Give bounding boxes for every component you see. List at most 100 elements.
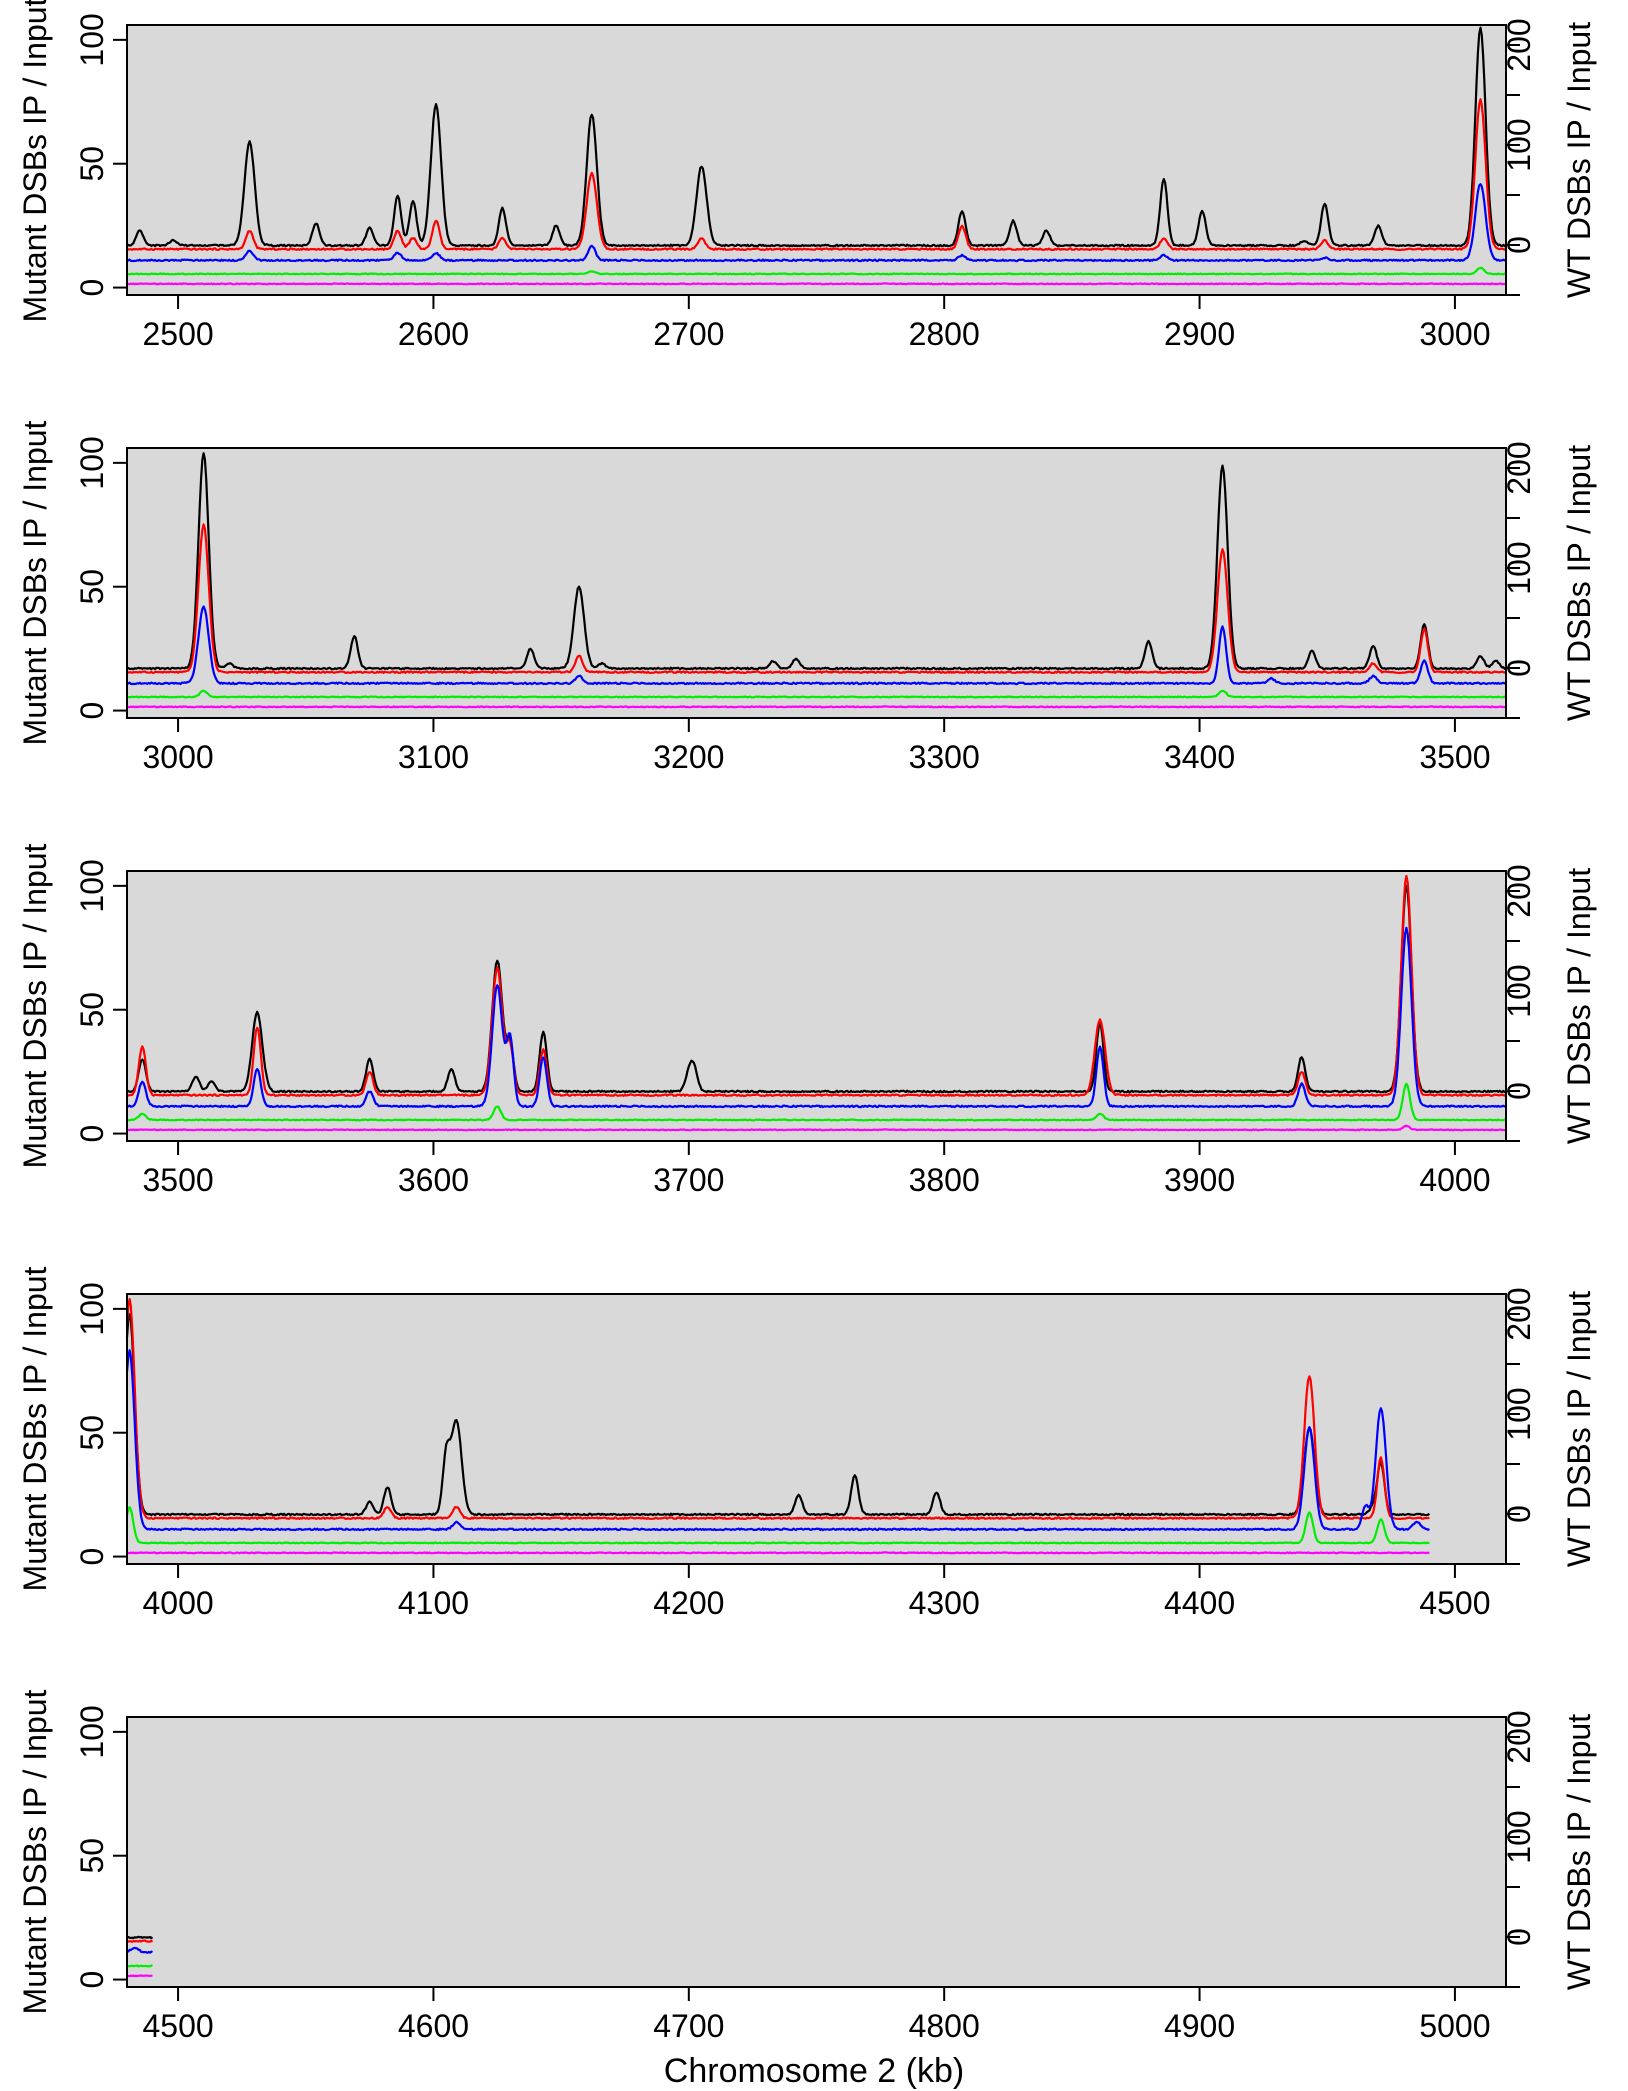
x-tick-label: 4100 [398, 1585, 469, 1621]
plot-background [127, 1294, 1506, 1564]
right-y-tick-label: 0 [1501, 659, 1537, 677]
left-y-tick-label: 0 [74, 1971, 110, 1989]
x-tick-label: 4700 [653, 2008, 724, 2044]
series-line-2 [125, 1298, 1430, 1520]
x-tick-label: 4500 [1419, 1585, 1490, 1621]
x-tick-label: 4500 [142, 2008, 213, 2044]
right-y-tick-label: 100 [1501, 964, 1537, 1017]
series-line-5 [126, 1551, 1430, 1555]
left-y-axis-title: Mutant DSBs IP / Input [17, 1689, 53, 2014]
left-y-axis-title: Mutant DSBs IP / Input [17, 420, 53, 745]
series-line-5 [126, 1974, 153, 1978]
right-y-tick-label: 100 [1501, 541, 1537, 594]
series-line-3 [126, 1946, 153, 1954]
plot-background [127, 1717, 1506, 1987]
plot-frame [126, 870, 1507, 1142]
plot-frame [126, 447, 1507, 719]
left-y-tick-label: 0 [74, 279, 110, 297]
series-line-5 [126, 1124, 1507, 1132]
right-y-tick-label: 100 [1501, 118, 1537, 171]
left-y-tick-label: 50 [74, 1415, 110, 1451]
right-y-tick-label: 200 [1501, 18, 1537, 71]
x-tick-label: 3500 [142, 1162, 213, 1198]
left-y-tick-label: 100 [74, 1282, 110, 1335]
right-y-tick-label: 0 [1501, 1082, 1537, 1100]
x-axis-label: Chromosome 2 (kb) [664, 2052, 964, 2090]
left-y-tick-label: 100 [74, 1705, 110, 1758]
x-tick-label: 2800 [909, 316, 980, 352]
right-y-tick-label: 0 [1501, 1928, 1537, 1946]
left-y-tick-label: 100 [74, 436, 110, 489]
series-line-1 [125, 1313, 1431, 1517]
x-tick-label: 4300 [909, 1585, 980, 1621]
left-y-tick-label: 50 [74, 992, 110, 1028]
left-y-tick-label: 100 [74, 13, 110, 66]
left-y-axis-title: Mutant DSBs IP / Input [17, 1266, 53, 1591]
right-y-axis-title: WT DSBs IP / Input [1561, 445, 1597, 721]
right-y-tick-label: 0 [1501, 236, 1537, 254]
x-tick-label: 2900 [1164, 316, 1235, 352]
x-tick-label: 3400 [1164, 739, 1235, 775]
series-line-1 [126, 26, 1507, 248]
left-y-axis-title: Mutant DSBs IP / Input [17, 843, 53, 1168]
series-line-4 [127, 1964, 153, 1968]
chart-panel-2: 3000 3100 3200 3300 3400 3500 0 50 100 0 100 200 Mut… [17, 420, 1597, 775]
series-line-3 [126, 926, 1507, 1109]
right-y-axis-title: WT DSBs IP / Input [1561, 22, 1597, 298]
series-line-4 [127, 689, 1507, 699]
chart-panel-5: 4500 4600 4700 4800 4900 5000 0 50 100 0 100 200 Mut… [17, 1689, 1597, 2044]
series-line-3 [126, 605, 1507, 686]
series-line-1 [126, 1935, 154, 1940]
x-tick-label: 4600 [398, 2008, 469, 2044]
plot-background [127, 25, 1506, 295]
right-y-tick-label: 0 [1501, 1505, 1537, 1523]
chart-panel-3: 3500 3600 3700 3800 3900 4000 0 50 100 0 100 200 Mut… [17, 843, 1597, 1198]
x-tick-label: 3000 [142, 739, 213, 775]
right-y-tick-label: 100 [1501, 1810, 1537, 1863]
x-tick-label: 4800 [909, 2008, 980, 2044]
right-y-axis-title: WT DSBs IP / Input [1561, 1291, 1597, 1567]
plot-frame [126, 24, 1507, 296]
x-tick-label: 2600 [398, 316, 469, 352]
x-tick-label: 4400 [1164, 1585, 1235, 1621]
right-y-tick-label: 200 [1501, 864, 1537, 917]
left-y-tick-label: 50 [74, 146, 110, 182]
right-y-tick-label: 200 [1501, 1710, 1537, 1763]
x-tick-label: 4000 [1419, 1162, 1490, 1198]
x-tick-label: 3000 [1419, 316, 1490, 352]
series-line-1 [126, 452, 1507, 671]
series-line-2 [126, 1939, 154, 1943]
x-tick-label: 2700 [653, 316, 724, 352]
right-y-tick-label: 100 [1501, 1387, 1537, 1440]
series-line-2 [126, 523, 1507, 674]
left-y-tick-label: 0 [74, 1548, 110, 1566]
chart-panel-1: 2500 2600 2700 2800 2900 3000 0 50 100 0 100 200 Mut… [17, 0, 1597, 352]
left-y-tick-label: 0 [74, 1125, 110, 1143]
plot-frame [126, 1716, 1507, 1988]
plot-background [127, 871, 1506, 1141]
series-line-4 [127, 266, 1507, 276]
x-tick-label: 3500 [1419, 739, 1490, 775]
series-line-5 [126, 282, 1507, 286]
series-line-3 [125, 1349, 1430, 1532]
right-y-tick-label: 200 [1501, 1287, 1537, 1340]
x-tick-label: 4900 [1164, 2008, 1235, 2044]
chart-panel-4: 4000 4100 4200 4300 4400 4500 0 50 100 0 100 200 Mut… [17, 1266, 1597, 1621]
right-y-axis-title: WT DSBs IP / Input [1561, 868, 1597, 1144]
right-y-axis-title: WT DSBs IP / Input [1561, 1714, 1597, 1990]
right-y-tick-label: 200 [1501, 441, 1537, 494]
left-y-axis-title: Mutant DSBs IP / Input [17, 0, 53, 322]
x-tick-label: 3700 [653, 1162, 724, 1198]
series-line-2 [126, 874, 1507, 1097]
plot-background [127, 448, 1506, 718]
series-line-4 [127, 1082, 1507, 1122]
series-line-3 [126, 183, 1507, 263]
series-line-2 [126, 98, 1507, 251]
series-line-5 [126, 705, 1507, 709]
x-tick-label: 3100 [398, 739, 469, 775]
series-line-4 [125, 1506, 1430, 1545]
left-y-tick-label: 50 [74, 1838, 110, 1874]
x-tick-label: 5000 [1419, 2008, 1490, 2044]
left-y-tick-label: 0 [74, 702, 110, 720]
